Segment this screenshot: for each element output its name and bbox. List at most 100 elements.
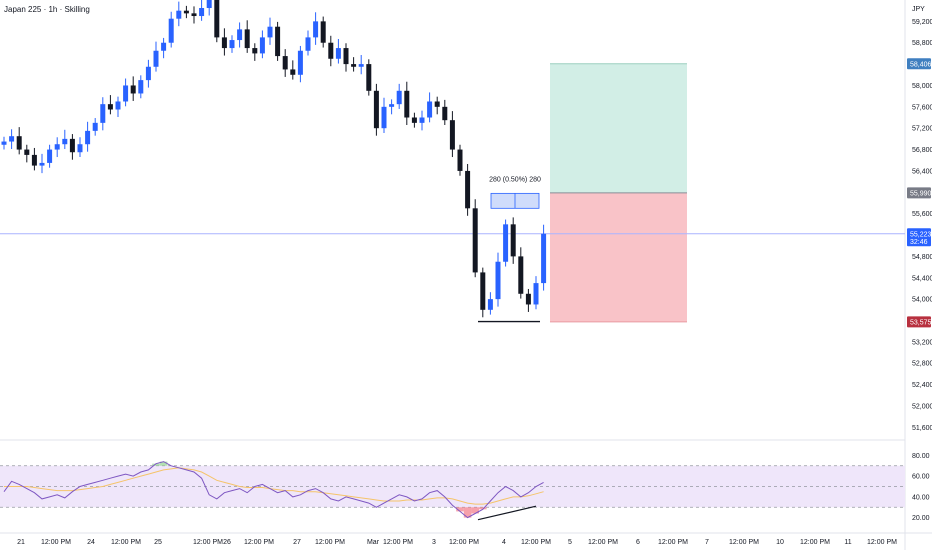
time-tick-label: 25 xyxy=(154,539,162,546)
candle xyxy=(449,120,455,150)
candle xyxy=(259,37,265,54)
candle xyxy=(411,117,417,123)
time-tick-label: 12:00 PM xyxy=(658,539,688,546)
candle xyxy=(138,80,144,94)
candle xyxy=(9,136,15,142)
candle xyxy=(31,154,37,166)
candle xyxy=(419,117,425,123)
candle xyxy=(427,101,433,118)
price-tick-label: 58,800 xyxy=(912,40,932,47)
measure-label: 280 (0.50%) 280 xyxy=(489,176,541,183)
time-tick-label: 4 xyxy=(502,539,506,546)
candle xyxy=(229,40,235,49)
candle xyxy=(69,138,75,153)
candle xyxy=(130,85,136,94)
candle xyxy=(214,0,220,38)
candle xyxy=(495,261,501,300)
candle xyxy=(176,10,182,19)
rsi-line xyxy=(3,461,544,519)
chart-title: Japan 225 · 1h · Skilling xyxy=(4,5,90,14)
price-tick-label: 53,200 xyxy=(912,339,932,346)
entry-price-tag-bg xyxy=(907,187,931,199)
rsi-oversold-fill xyxy=(479,507,487,510)
candle xyxy=(221,37,227,49)
rsi-tick-label: 20.00 xyxy=(912,515,930,522)
time-tick-label: 12:00 PM xyxy=(867,539,897,546)
candle xyxy=(47,149,53,163)
candle xyxy=(472,208,478,273)
current-price-tag-countdown: 32:46 xyxy=(910,239,928,246)
candle xyxy=(54,144,60,150)
price-tick-label: 52,400 xyxy=(912,382,932,389)
current-price-tag: 55,223 xyxy=(910,231,932,238)
price-tick-label: 57,600 xyxy=(912,104,932,111)
candle xyxy=(1,141,7,145)
candle xyxy=(107,104,113,110)
candle xyxy=(351,64,357,67)
price-tick-label: 57,200 xyxy=(912,126,932,133)
candle xyxy=(100,104,106,123)
time-tick-label: 5 xyxy=(568,539,572,546)
time-tick-label: 26 xyxy=(223,539,231,546)
candle xyxy=(267,26,273,38)
time-tick-label: 12:00 PM xyxy=(449,539,479,546)
candle xyxy=(145,66,151,81)
candle xyxy=(39,162,45,166)
time-tick-label: 7 xyxy=(705,539,709,546)
candle xyxy=(123,85,129,102)
stop-price-tag-bg xyxy=(907,316,931,328)
candle xyxy=(335,48,341,59)
rsi-tick-label: 60.00 xyxy=(912,474,930,481)
candle xyxy=(153,50,159,67)
loss-zone xyxy=(550,192,687,322)
rsi-oversold-fill xyxy=(463,507,472,518)
rsi-oversold-fill xyxy=(456,507,464,512)
entry-price-tag: 55,990 xyxy=(910,190,932,197)
time-tick-label: 12:00 PM xyxy=(588,539,618,546)
candle xyxy=(434,101,440,107)
candle xyxy=(290,69,296,75)
candle xyxy=(191,13,197,17)
target-price-tag: 58,406 xyxy=(910,61,932,68)
time-tick-label: 12:00 PM xyxy=(383,539,413,546)
time-tick-label: Mar xyxy=(367,539,380,546)
price-tick-label: 58,000 xyxy=(912,83,932,90)
time-tick-label: 12:00 PM xyxy=(244,539,274,546)
price-tick-label: 55,600 xyxy=(912,211,932,218)
candle xyxy=(404,90,410,118)
currency-label[interactable]: JPY xyxy=(912,6,925,13)
candle xyxy=(85,130,91,145)
candle xyxy=(396,90,402,105)
candle xyxy=(381,106,387,129)
time-tick-label: 11 xyxy=(844,539,851,546)
price-tick-label: 52,000 xyxy=(912,403,932,410)
rsi-divergence-line xyxy=(477,505,537,521)
rsi-tick-label: 40.00 xyxy=(912,494,930,501)
time-tick-label: 12:00 PM xyxy=(800,539,830,546)
candle xyxy=(305,37,311,51)
candle xyxy=(503,224,509,262)
rsi-oversold-fill xyxy=(471,507,479,514)
time-tick-label: 12:00 PM xyxy=(111,539,141,546)
candle xyxy=(487,299,493,310)
candle xyxy=(518,256,524,294)
price-tick-label: 54,400 xyxy=(912,275,932,282)
candle xyxy=(366,64,372,91)
time-tick-label: 21 xyxy=(17,539,25,546)
time-tick-label: 27 xyxy=(293,539,301,546)
stop-price-tag: 53,575 xyxy=(910,319,932,326)
current-price-tag-bg xyxy=(907,228,931,247)
candle xyxy=(358,64,364,67)
candle xyxy=(237,29,243,41)
candle xyxy=(282,56,288,70)
candle xyxy=(480,272,486,310)
candle xyxy=(62,138,68,145)
candle xyxy=(244,29,250,49)
candle xyxy=(533,283,539,305)
candle xyxy=(115,101,121,110)
candle xyxy=(442,106,448,121)
candle xyxy=(313,21,319,38)
profit-zone xyxy=(550,63,687,193)
candle xyxy=(541,233,547,284)
